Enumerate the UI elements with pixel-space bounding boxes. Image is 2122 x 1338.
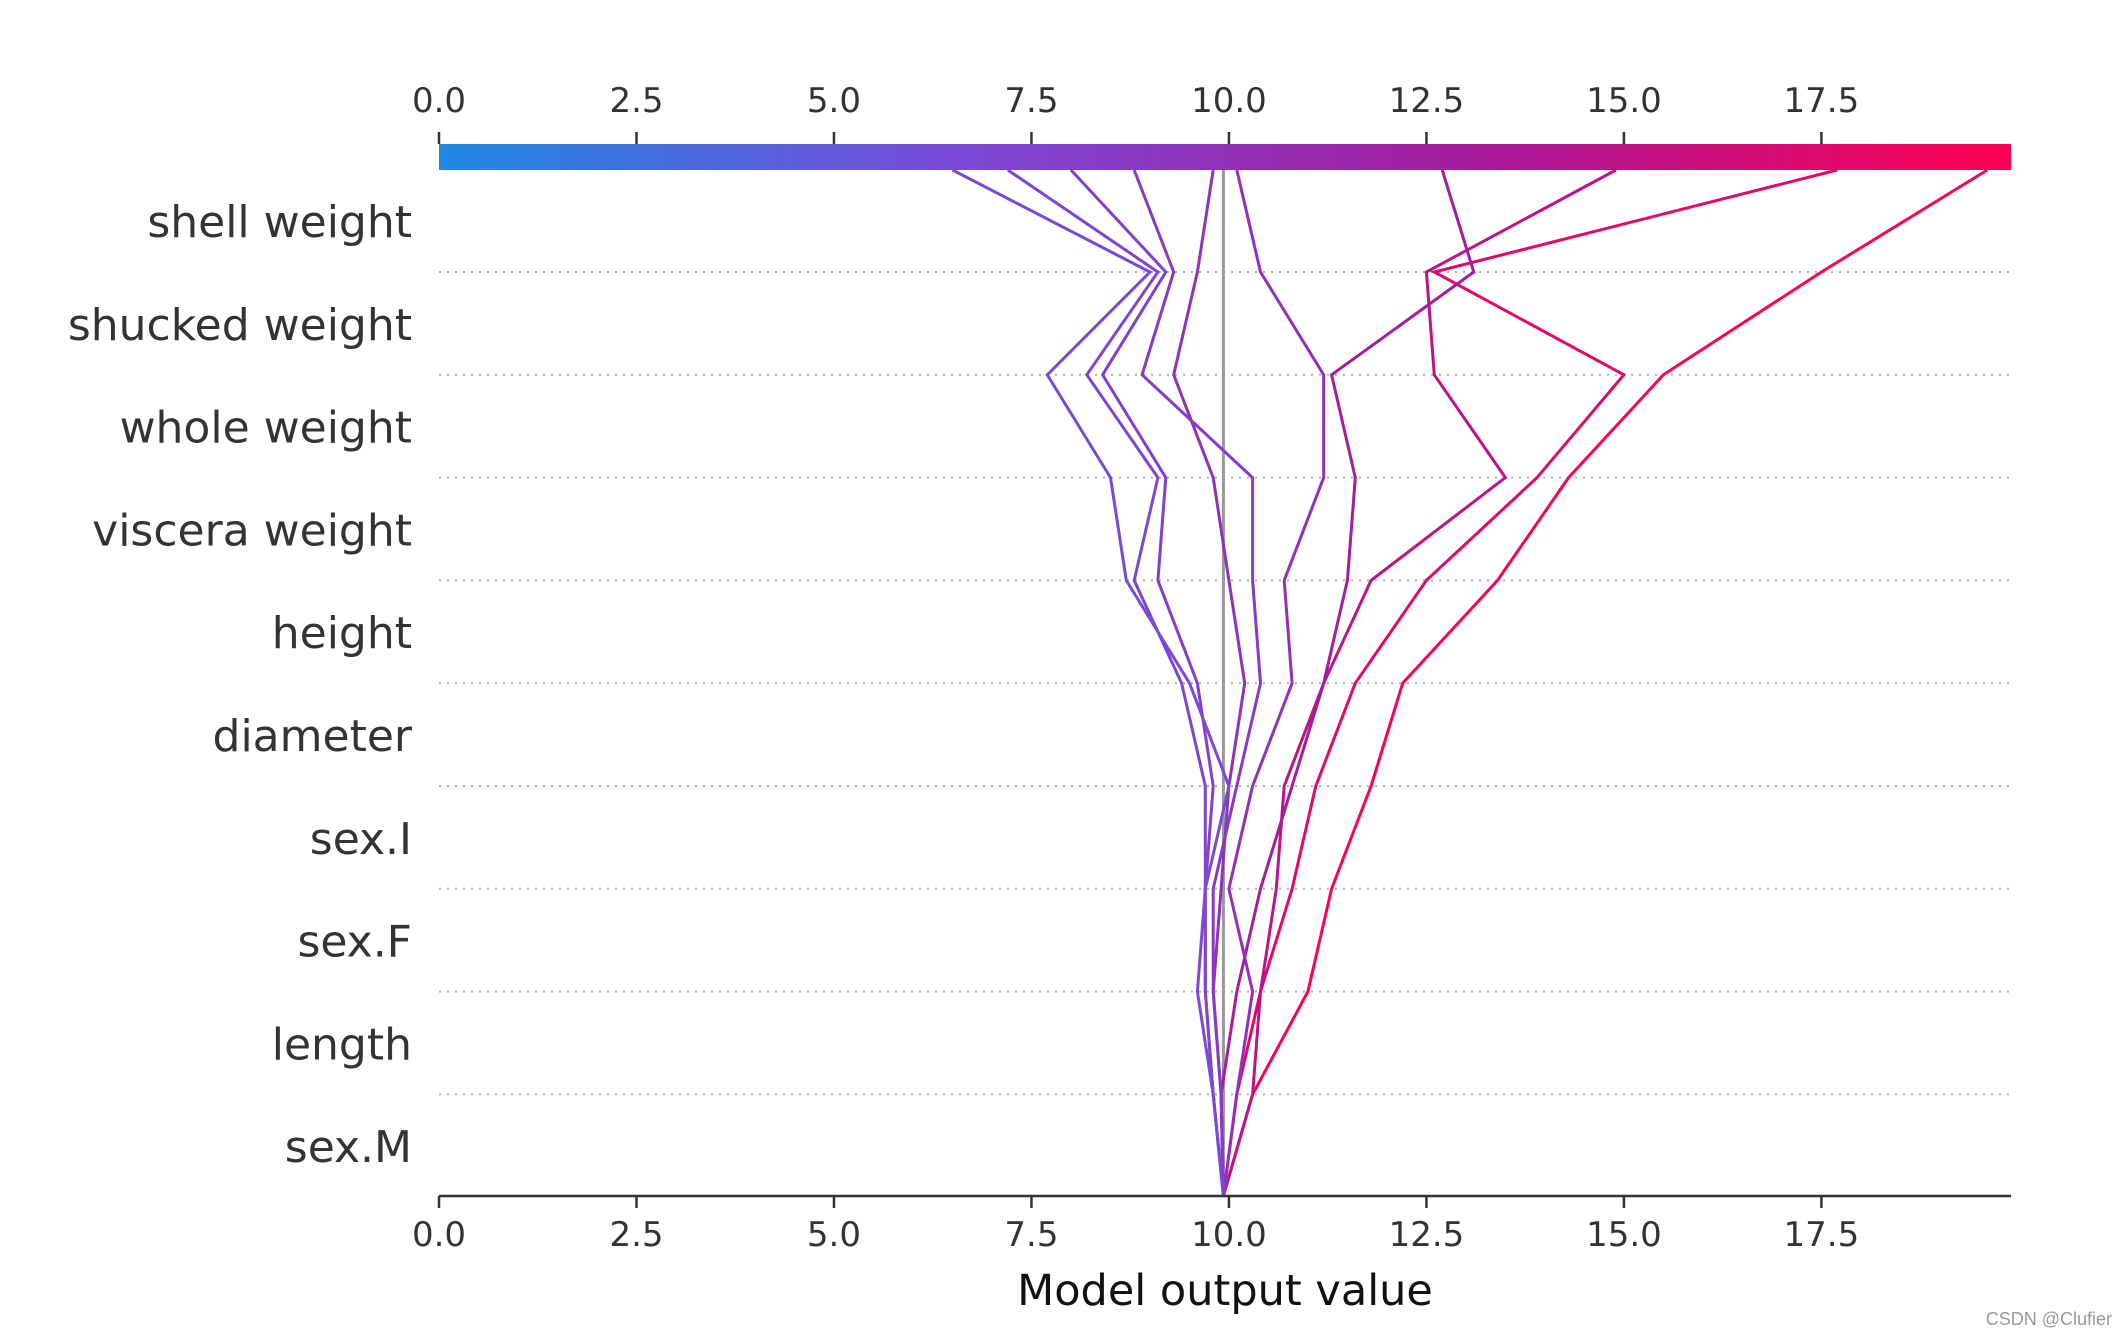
bottom-tick-label: 15.0 xyxy=(1586,1215,1662,1255)
top-tick-label: 0.0 xyxy=(412,81,466,121)
top-tick-label: 15.0 xyxy=(1586,81,1662,121)
top-tick-label: 17.5 xyxy=(1784,81,1860,121)
feature-label: shucked weight xyxy=(68,300,412,351)
feature-label: length xyxy=(272,1019,412,1070)
watermark: CSDN @Clufier xyxy=(1985,1309,2112,1329)
bottom-tick-label: 5.0 xyxy=(807,1215,861,1255)
colorbar-bar xyxy=(439,144,2011,170)
feature-labels: shell weight shucked weight whole weight vi… xyxy=(68,197,413,1173)
feature-label: sex.F xyxy=(297,917,412,968)
decision-line-sample-10 xyxy=(951,168,1231,1197)
feature-label: whole weight xyxy=(120,403,412,454)
x-axis-label: Model output value xyxy=(1017,1266,1433,1316)
feature-label: sex.M xyxy=(285,1122,412,1173)
sample-lines xyxy=(951,168,1989,1197)
feature-gridlines xyxy=(439,271,2011,1096)
decision-line-sample-7 xyxy=(1132,169,1263,1197)
colorbar xyxy=(439,144,2011,170)
feature-label: diameter xyxy=(213,711,413,762)
decision-line-sample-5 xyxy=(1221,169,1326,1197)
bottom-axis: 0.0 2.5 5.0 7.5 10.0 12.5 15.0 17.5 xyxy=(412,1194,2011,1255)
bottom-tick-label: 10.0 xyxy=(1191,1215,1267,1255)
feature-label: sex.I xyxy=(310,814,412,865)
top-tick-label: 12.5 xyxy=(1389,81,1465,121)
bottom-tick-label: 7.5 xyxy=(1004,1215,1058,1255)
bottom-tick-label: 2.5 xyxy=(609,1215,663,1255)
feature-label: shell weight xyxy=(147,197,412,248)
top-tick-label: 2.5 xyxy=(609,81,663,121)
top-tick-label: 10.0 xyxy=(1191,81,1267,121)
decision-line-sample-9 xyxy=(1006,168,1225,1197)
top-axis: 0.0 2.5 5.0 7.5 10.0 12.5 15.0 17.5 xyxy=(412,81,1859,144)
decision-line-sample-1 xyxy=(1221,168,1989,1197)
top-tick-label: 7.5 xyxy=(1004,81,1058,121)
feature-label: height xyxy=(272,608,412,659)
top-tick-label: 5.0 xyxy=(807,81,861,121)
decision-line-sample-2 xyxy=(1221,168,1838,1197)
feature-label: viscera weight xyxy=(92,505,412,556)
decision-line-sample-4 xyxy=(1219,169,1476,1197)
bottom-tick-label: 0.0 xyxy=(412,1215,466,1255)
bottom-tick-label: 12.5 xyxy=(1389,1215,1465,1255)
bottom-tick-label: 17.5 xyxy=(1784,1215,1860,1255)
